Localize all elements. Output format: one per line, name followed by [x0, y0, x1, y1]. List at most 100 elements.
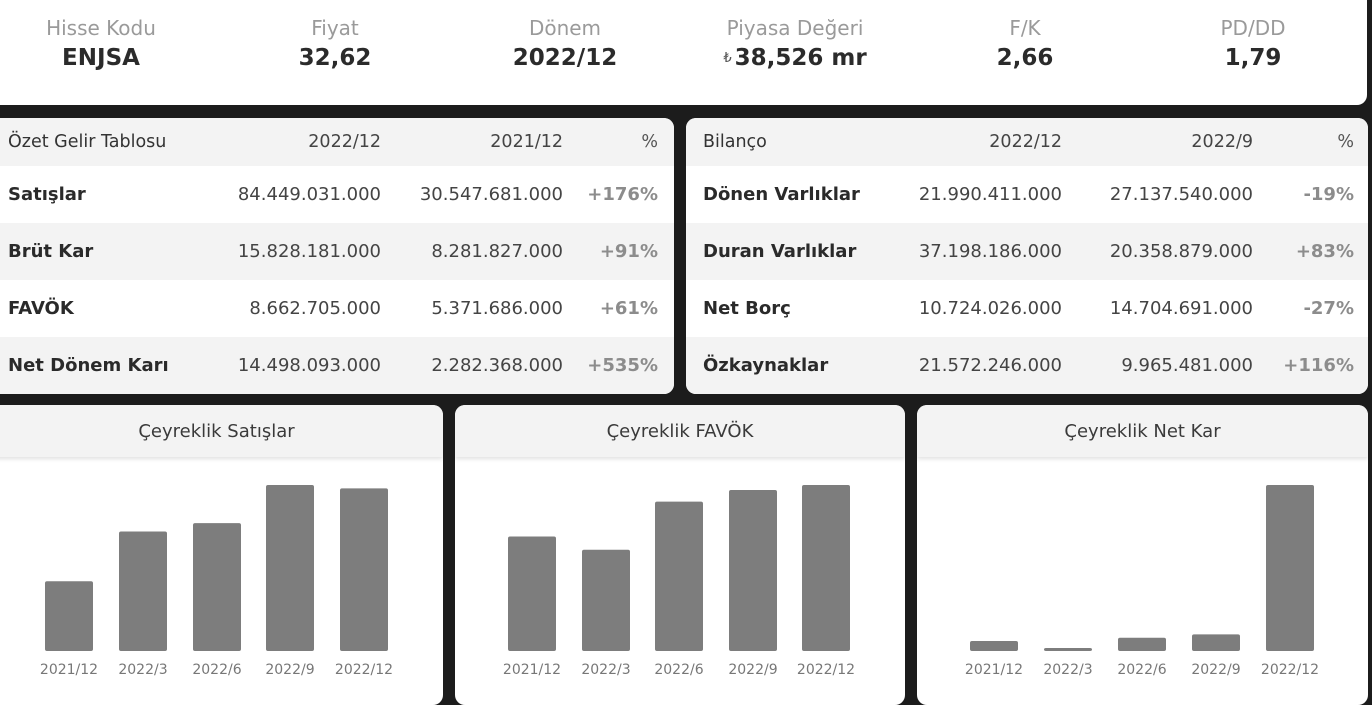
x-tick-label: 2022/3: [581, 662, 630, 678]
bar-2022-9[interactable]: [729, 489, 777, 651]
row-value-a: 14.498.093.000: [237, 355, 381, 376]
row-pct: +61%: [599, 298, 658, 319]
x-tick-label: 2022/3: [1043, 662, 1092, 678]
stat-label: PD/DD: [1220, 16, 1286, 40]
stat-value: 38,526 mr: [734, 45, 867, 71]
x-tick-label: 2022/6: [192, 662, 241, 678]
table-header: Özet Gelir Tablosu 2022/12 2021/12 %: [0, 118, 674, 166]
x-tick-label: 2022/12: [335, 662, 393, 678]
table-row: Dönen Varlıklar 21.990.411.000 27.137.54…: [686, 166, 1368, 223]
row-pct: +176%: [587, 184, 658, 205]
row-pct: +535%: [587, 355, 658, 376]
x-tick-label: 2021/12: [965, 662, 1023, 678]
x-tick-label: 2022/6: [654, 662, 703, 678]
table-row: Brüt Kar 15.828.181.000 8.281.827.000 +9…: [0, 223, 674, 280]
row-value-b: 9.965.481.000: [1121, 355, 1253, 376]
table-row: FAVÖK 8.662.705.000 5.371.686.000 +61%: [0, 280, 674, 337]
lira-icon: ₺: [723, 51, 732, 66]
row-value-b: 20.358.879.000: [1109, 241, 1253, 262]
chart-title: Çeyreklik Net Kar: [917, 405, 1368, 457]
table-row: Duran Varlıklar 37.198.186.000 20.358.87…: [686, 223, 1368, 280]
table-row: Net Dönem Karı 14.498.093.000 2.282.368.…: [0, 337, 674, 394]
chart-plot: 2021/12 2022/3 2022/6 2022/9 2022/12: [503, 485, 855, 678]
bar-2022-6[interactable]: [655, 501, 703, 651]
row-value-a: 21.990.411.000: [918, 184, 1062, 205]
x-tick-label: 2022/9: [265, 662, 314, 678]
row-value-a: 10.724.026.000: [918, 298, 1062, 319]
stat-value: 1,79: [1224, 45, 1282, 71]
x-tick-label: 2022/9: [728, 662, 777, 678]
x-tick-label: 2021/12: [503, 662, 561, 678]
header-title: Bilanço: [703, 132, 767, 152]
chart-quarterly-sales: 2021/12 2022/3 2022/6 2022/9 2022/12 Çeyrekl…: [0, 405, 443, 705]
header-title: Özet Gelir Tablosu: [8, 132, 167, 152]
header-col-a: 2022/12: [308, 132, 381, 152]
balance-sheet-table: Bilanço 2022/12 2022/9 % Dönen Varlıklar…: [686, 118, 1368, 394]
row-label: Duran Varlıklar: [703, 241, 857, 262]
header-col-b: 2022/9: [1191, 132, 1253, 152]
x-tick-label: 2021/12: [40, 662, 98, 678]
summary-card: Hisse Kodu ENJSA Fiyat 32,62 Dönem 2022/…: [0, 0, 1367, 105]
x-tick-label: 2022/12: [1261, 662, 1319, 678]
bar-2022-6[interactable]: [193, 523, 241, 651]
x-tick-label: 2022/12: [797, 662, 855, 678]
chart-plot: 2021/12 2022/3 2022/6 2022/9 2022/12: [40, 485, 393, 678]
row-value-b: 2.282.368.000: [431, 355, 563, 376]
stat-label: Hisse Kodu: [46, 16, 156, 40]
bar-2022-12[interactable]: [340, 488, 388, 651]
chart-quarterly-net-profit: 2021/12 2022/3 2022/6 2022/9 2022/12 Çeyrekl…: [917, 405, 1368, 705]
bar-2021-12[interactable]: [45, 581, 93, 651]
row-value-a: 8.662.705.000: [249, 298, 381, 319]
stat-value: ENJSA: [62, 45, 140, 71]
stat-value: 32,62: [298, 45, 372, 71]
x-tick-label: 2022/9: [1191, 662, 1240, 678]
header-col-a: 2022/12: [989, 132, 1062, 152]
stat-value: 2,66: [996, 45, 1054, 71]
bar-2022-3[interactable]: [582, 549, 630, 651]
row-value-b: 8.281.827.000: [431, 241, 563, 262]
chart-title: Çeyreklik Satışlar: [0, 405, 443, 457]
row-label: Brüt Kar: [8, 241, 94, 262]
row-value-a: 15.828.181.000: [237, 241, 381, 262]
bar-2022-3[interactable]: [1044, 648, 1092, 651]
bar-2022-12[interactable]: [802, 485, 850, 651]
chart-title: Çeyreklik FAVÖK: [455, 405, 905, 457]
bar-2022-3[interactable]: [119, 531, 167, 651]
stat-value-wrap: ₺ 38,526 mr: [680, 45, 910, 71]
row-value-b: 30.547.681.000: [419, 184, 563, 205]
header-col-pct: %: [1337, 132, 1354, 152]
x-tick-label: 2022/6: [1117, 662, 1166, 678]
stat-label: Piyasa Değeri: [726, 16, 864, 40]
header-col-pct: %: [641, 132, 658, 152]
row-value-a: 84.449.031.000: [237, 184, 381, 205]
row-label: Dönen Varlıklar: [703, 184, 860, 205]
row-label: Satışlar: [8, 184, 86, 205]
table-row: Satışlar 84.449.031.000 30.547.681.000 +…: [0, 166, 674, 223]
stat-label: F/K: [1009, 16, 1041, 40]
bar-2022-9[interactable]: [1192, 634, 1240, 651]
table-row: Özkaynaklar 21.572.246.000 9.965.481.000…: [686, 337, 1368, 394]
row-pct: +83%: [1295, 241, 1354, 262]
row-label: Net Dönem Karı: [8, 355, 169, 376]
row-pct: -19%: [1303, 184, 1354, 205]
stat-value: 2022/12: [512, 45, 618, 71]
bar-2022-9[interactable]: [266, 485, 314, 651]
bar-2022-12[interactable]: [1266, 485, 1314, 651]
bar-2022-6[interactable]: [1118, 637, 1166, 651]
row-value-b: 5.371.686.000: [431, 298, 563, 319]
stat-label: Fiyat: [311, 16, 359, 40]
x-tick-label: 2022/3: [118, 662, 167, 678]
row-label: FAVÖK: [8, 298, 74, 319]
bar-2021-12[interactable]: [970, 641, 1018, 651]
table-header: Bilanço 2022/12 2022/9 %: [686, 118, 1368, 166]
row-value-a: 37.198.186.000: [918, 241, 1062, 262]
row-label: Özkaynaklar: [703, 355, 829, 376]
chart-plot: 2021/12 2022/3 2022/6 2022/9 2022/12: [965, 485, 1319, 678]
table-row: Net Borç 10.724.026.000 14.704.691.000 -…: [686, 280, 1368, 337]
chart-quarterly-ebitda: 2021/12 2022/3 2022/6 2022/9 2022/12 Çeyrekl…: [455, 405, 905, 705]
row-value-b: 14.704.691.000: [1109, 298, 1253, 319]
row-label: Net Borç: [703, 298, 791, 319]
bar-2021-12[interactable]: [508, 536, 556, 651]
row-pct: +116%: [1283, 355, 1354, 376]
stat-label: Dönem: [528, 16, 602, 40]
